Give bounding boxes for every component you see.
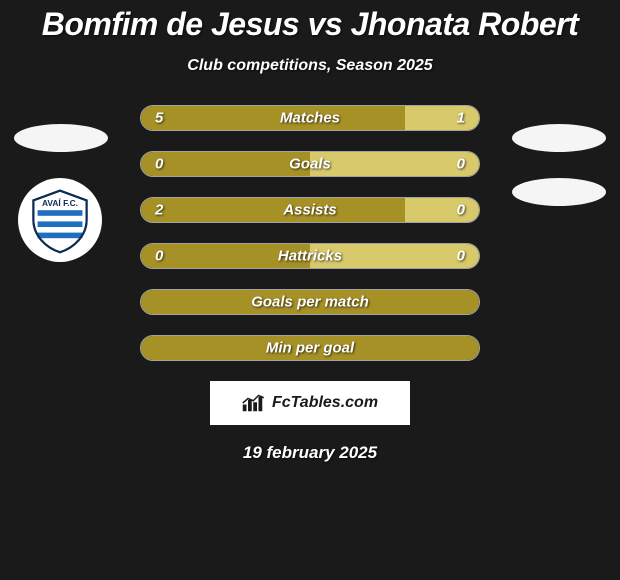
stat-value-left: 5 — [155, 110, 163, 127]
stat-value-right: 0 — [457, 248, 465, 265]
date-text: 19 february 2025 — [0, 443, 620, 463]
stat-value-left: 0 — [155, 248, 163, 265]
stat-row: Assists20 — [140, 197, 480, 223]
bar-left-segment — [141, 106, 405, 130]
subtitle: Club competitions, Season 2025 — [0, 57, 620, 75]
branding-text: FcTables.com — [272, 394, 378, 412]
stat-row: Hattricks00 — [140, 243, 480, 269]
stat-value-right: 0 — [457, 156, 465, 173]
stat-value-left: 0 — [155, 156, 163, 173]
bar-left-segment — [141, 336, 479, 360]
chart-icon — [242, 394, 266, 412]
page-title: Bomfim de Jesus vs Jhonata Robert — [0, 6, 620, 43]
bar-left-segment — [141, 198, 405, 222]
bar-right-segment — [310, 152, 479, 176]
bar-right-segment — [310, 244, 479, 268]
branding-badge: FcTables.com — [210, 381, 410, 425]
stat-value-right: 0 — [457, 202, 465, 219]
stat-value-right: 1 — [457, 110, 465, 127]
stat-value-left: 2 — [155, 202, 163, 219]
bar-left-segment — [141, 152, 310, 176]
stat-row: Matches51 — [140, 105, 480, 131]
bar-right-segment — [405, 198, 479, 222]
bar-right-segment — [405, 106, 479, 130]
stat-row: Min per goal — [140, 335, 480, 361]
bar-left-segment — [141, 244, 310, 268]
bar-left-segment — [141, 290, 479, 314]
comparison-bars: Matches51Goals00Assists20Hattricks00Goal… — [140, 105, 480, 361]
stat-row: Goals00 — [140, 151, 480, 177]
stat-row: Goals per match — [140, 289, 480, 315]
